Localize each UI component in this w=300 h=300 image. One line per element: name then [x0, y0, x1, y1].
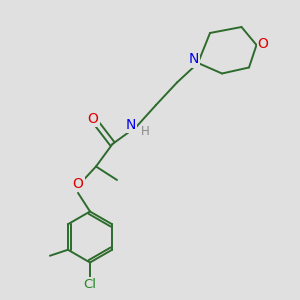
Text: H: H — [141, 125, 150, 139]
Text: N: N — [188, 52, 199, 66]
Text: Cl: Cl — [83, 278, 97, 291]
Text: O: O — [258, 37, 268, 50]
Text: O: O — [73, 177, 83, 191]
Text: N: N — [125, 118, 136, 132]
Text: O: O — [88, 112, 98, 126]
